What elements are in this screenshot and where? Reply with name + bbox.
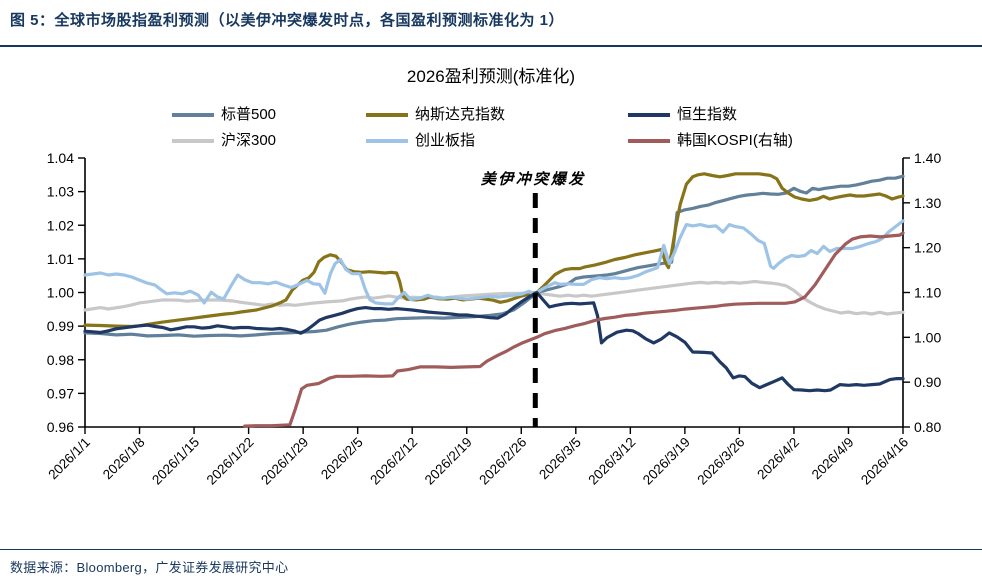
- legend-swatch-ndx: [366, 113, 408, 117]
- x-tick-label: 2026/1/15: [149, 435, 202, 488]
- footer-divider: [0, 549, 982, 550]
- series-line-kospi: [243, 231, 905, 428]
- x-tick-label: 2026/1/8: [100, 435, 148, 483]
- legend-item-ndx: 纳斯达克指数: [366, 106, 505, 124]
- x-tick-label: 2026/1/29: [258, 435, 311, 488]
- legend-label-hsi: 恒生指数: [677, 106, 738, 123]
- y-right-tick-label: 1.30: [914, 195, 941, 211]
- legend-item-kospi: 韩国KOSPI(右轴): [628, 132, 793, 150]
- legend-swatch-kospi: [628, 139, 670, 143]
- y-right-tick-label: 0.90: [914, 374, 941, 390]
- x-tick-label: 2026/3/19: [640, 435, 693, 488]
- legend-item-csi300: 沪深300: [172, 132, 276, 150]
- x-tick-label: 2026/1/22: [204, 435, 257, 488]
- y-left-tick-label: 0.98: [47, 352, 74, 368]
- figure-caption: 图 5：全球市场股指盈利预测（以美伊冲突爆发时点，各国盈利预测标准化为 1）: [10, 12, 565, 29]
- series-line-csi300: [83, 279, 905, 316]
- x-tick-label: 2026/3/26: [694, 435, 747, 488]
- x-tick-label: 2026/2/12: [367, 435, 420, 488]
- x-tick-label: 2026/2/19: [422, 435, 475, 488]
- series-line-hsi: [83, 290, 905, 393]
- legend-swatch-hsi: [628, 113, 670, 117]
- legend-label-chinext: 创业板指: [415, 132, 476, 149]
- legend-swatch-csi300: [172, 139, 214, 143]
- x-tick-label: 2026/2/26: [476, 435, 529, 488]
- header-divider: [0, 45, 982, 47]
- y-left-tick-label: 1.01: [47, 251, 74, 267]
- y-left-tick-label: 0.96: [47, 419, 74, 435]
- series-line-spx: [83, 174, 905, 338]
- legend-swatch-spx: [172, 113, 214, 117]
- y-left-tick-label: 1.04: [47, 150, 74, 166]
- legend-swatch-chinext: [366, 139, 408, 143]
- legend-item-chinext: 创业板指: [366, 132, 475, 150]
- y-right-tick-label: 1.00: [914, 329, 941, 345]
- x-tick-label: 2026/4/16: [858, 435, 911, 488]
- x-tick-label: 2026/4/2: [754, 435, 802, 483]
- x-tick-label: 2026/3/12: [585, 435, 638, 488]
- event-annotation: 美伊冲突爆发: [481, 170, 586, 188]
- legend-label-csi300: 沪深300: [221, 132, 277, 149]
- y-left-tick-label: 0.99: [47, 318, 74, 334]
- series-line-chinext: [83, 219, 905, 306]
- y-left-tick-label: 1.00: [47, 285, 74, 301]
- legend-label-kospi: 韩国KOSPI(右轴): [677, 132, 793, 149]
- y-right-tick-label: 1.40: [914, 150, 941, 166]
- y-left-tick-label: 1.02: [47, 217, 74, 233]
- x-tick-label: 2026/3/5: [536, 435, 584, 483]
- data-source: 数据来源：Bloomberg，广发证券发展研究中心: [10, 560, 289, 575]
- legend-item-hsi: 恒生指数: [628, 106, 737, 124]
- y-left-tick-label: 1.03: [47, 184, 74, 200]
- y-right-tick-label: 1.10: [914, 285, 941, 301]
- legend-label-spx: 标普500: [221, 106, 277, 123]
- y-right-tick-label: 0.80: [914, 419, 941, 435]
- x-tick-label: 2026/4/9: [809, 435, 857, 483]
- x-tick-label: 2026/1/1: [45, 435, 93, 483]
- legend-item-spx: 标普500: [172, 106, 276, 124]
- y-left-tick-label: 0.97: [47, 385, 74, 401]
- x-tick-label: 2026/2/5: [318, 435, 366, 483]
- y-right-tick-label: 1.20: [914, 240, 941, 256]
- legend-label-ndx: 纳斯达克指数: [415, 106, 506, 123]
- series-line-ndx: [83, 172, 905, 329]
- chart-title: 2026盈利预测(标准化): [406, 67, 576, 86]
